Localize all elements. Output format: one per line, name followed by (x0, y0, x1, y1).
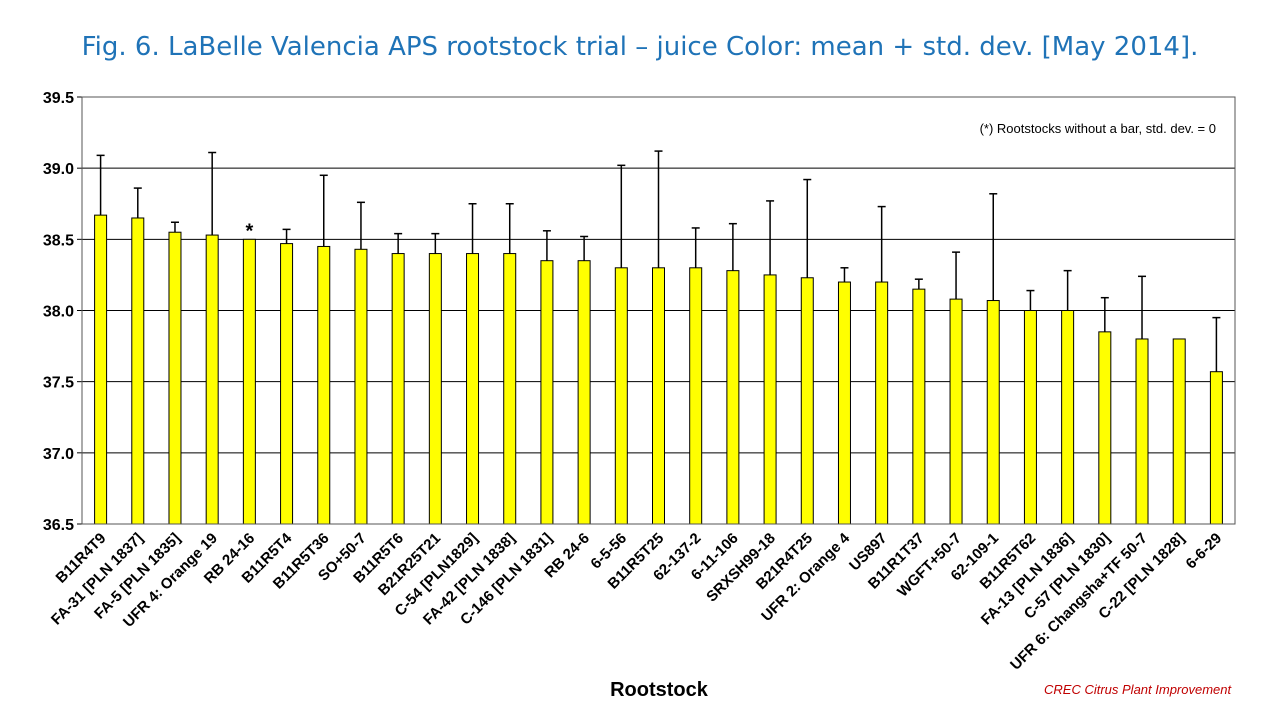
bar-7 (354, 248, 368, 525)
bar-13 (577, 260, 591, 525)
bar-16 (689, 267, 703, 525)
bar-25 (1023, 310, 1037, 525)
chart-note: (*) Rootstocks without a bar, std. dev. … (980, 121, 1216, 136)
bar-20 (837, 281, 851, 525)
bar-5 (280, 243, 294, 525)
bar-11 (503, 253, 517, 525)
bar-24 (986, 300, 1000, 525)
y-tick-label: 38.0 (43, 304, 74, 321)
bar-17 (726, 270, 740, 525)
bar-4 (242, 238, 256, 525)
bar-1 (131, 217, 145, 525)
bar-3 (205, 234, 219, 525)
bar-28 (1135, 338, 1149, 525)
bar-30 (1209, 371, 1223, 525)
y-tick-label: 39.5 (43, 90, 74, 107)
y-tick-label: 39.0 (43, 161, 74, 178)
bar-14 (614, 267, 628, 525)
x-axis-label: Rootstock (610, 679, 709, 701)
bar-12 (540, 260, 554, 525)
error-bars: * (96, 150, 1221, 372)
bar-22 (912, 288, 926, 525)
bar-2 (168, 231, 182, 525)
zero-sd-marker: * (245, 220, 253, 242)
bars (94, 214, 1223, 525)
bar-15 (652, 267, 665, 525)
bar-0 (94, 214, 108, 525)
bar-8 (391, 253, 405, 525)
bar-26 (1061, 310, 1075, 525)
y-tick-label: 37.5 (43, 375, 74, 392)
bar-9 (428, 253, 442, 525)
bar-29 (1172, 338, 1186, 525)
bar-21 (875, 281, 889, 525)
chart-title: Fig. 6. LaBelle Valencia APS rootstock t… (81, 32, 1199, 62)
bar-10 (466, 253, 480, 525)
y-axis-ticks: 36.5 37.0 37.5 38.0 38.5 39.0 39.5 (43, 90, 82, 534)
bar-23 (949, 298, 963, 525)
bar-27 (1098, 331, 1112, 525)
plot-area (81, 96, 1236, 525)
x-tick-label: 6-6-29 (1183, 530, 1226, 573)
bar-19 (800, 277, 814, 525)
y-tick-label: 38.5 (43, 232, 74, 249)
credit-text: CREC Citrus Plant Improvement (1044, 682, 1232, 697)
bar-18 (763, 274, 777, 525)
y-tick-label: 36.5 (43, 517, 74, 534)
bar-6 (317, 245, 331, 525)
y-tick-label: 37.0 (43, 446, 74, 463)
